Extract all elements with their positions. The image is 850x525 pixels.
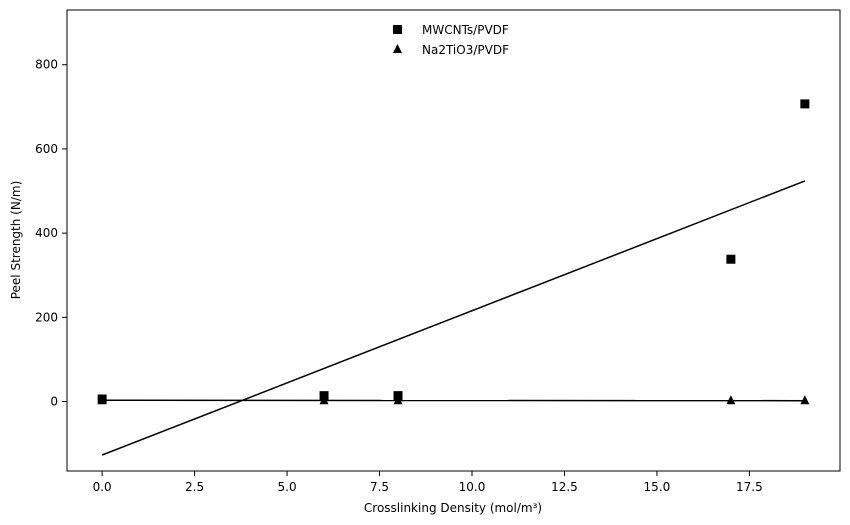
- plot-frame: [66, 9, 841, 472]
- x-tick-label: 17.5: [736, 480, 763, 494]
- x-tick-label: 5.0: [278, 480, 297, 494]
- marker-mwcnts: [97, 394, 107, 404]
- y-tick-label: 200: [35, 310, 58, 324]
- marker-mwcnts: [393, 391, 403, 401]
- x-axis-label: Crosslinking Density (mol/m³): [364, 501, 542, 515]
- legend-label-mwcnts: MWCNTs/PVDF: [422, 23, 509, 37]
- x-tick-label: 15.0: [644, 480, 671, 494]
- marker-na2tio3: [800, 395, 810, 405]
- marker-mwcnts: [319, 391, 329, 401]
- legend-marker-mwcnts: [393, 25, 402, 34]
- legend-marker-na2tio3: [393, 44, 402, 53]
- y-tick-label: 600: [35, 142, 58, 156]
- y-axis: 0 200 400 600 800: [35, 58, 67, 409]
- fit-line-mwcnts: [101, 180, 806, 456]
- y-tick-label: 800: [35, 58, 58, 72]
- x-tick-label: 7.5: [370, 480, 389, 494]
- fit-lines: [101, 180, 806, 456]
- data-markers: [97, 99, 810, 405]
- x-axis: 0.0 2.5 5.0 7.5 10.0 12.5 15.0 17.5: [93, 471, 763, 494]
- x-tick-label: 12.5: [551, 480, 578, 494]
- y-tick-label: 400: [35, 226, 58, 240]
- legend-label-na2tio3: Na2TiO3/PVDF: [422, 43, 509, 57]
- x-tick-label: 0.0: [93, 480, 112, 494]
- legend: MWCNTs/PVDF Na2TiO3/PVDF: [393, 23, 509, 57]
- x-tick-label: 10.0: [459, 480, 486, 494]
- y-tick-label: 0: [50, 395, 58, 409]
- marker-na2tio3: [726, 395, 736, 405]
- y-axis-label: Peel Strength (N/m): [9, 181, 23, 300]
- marker-mwcnts: [726, 254, 736, 264]
- marker-mwcnts: [800, 99, 810, 109]
- x-tick-label: 2.5: [185, 480, 204, 494]
